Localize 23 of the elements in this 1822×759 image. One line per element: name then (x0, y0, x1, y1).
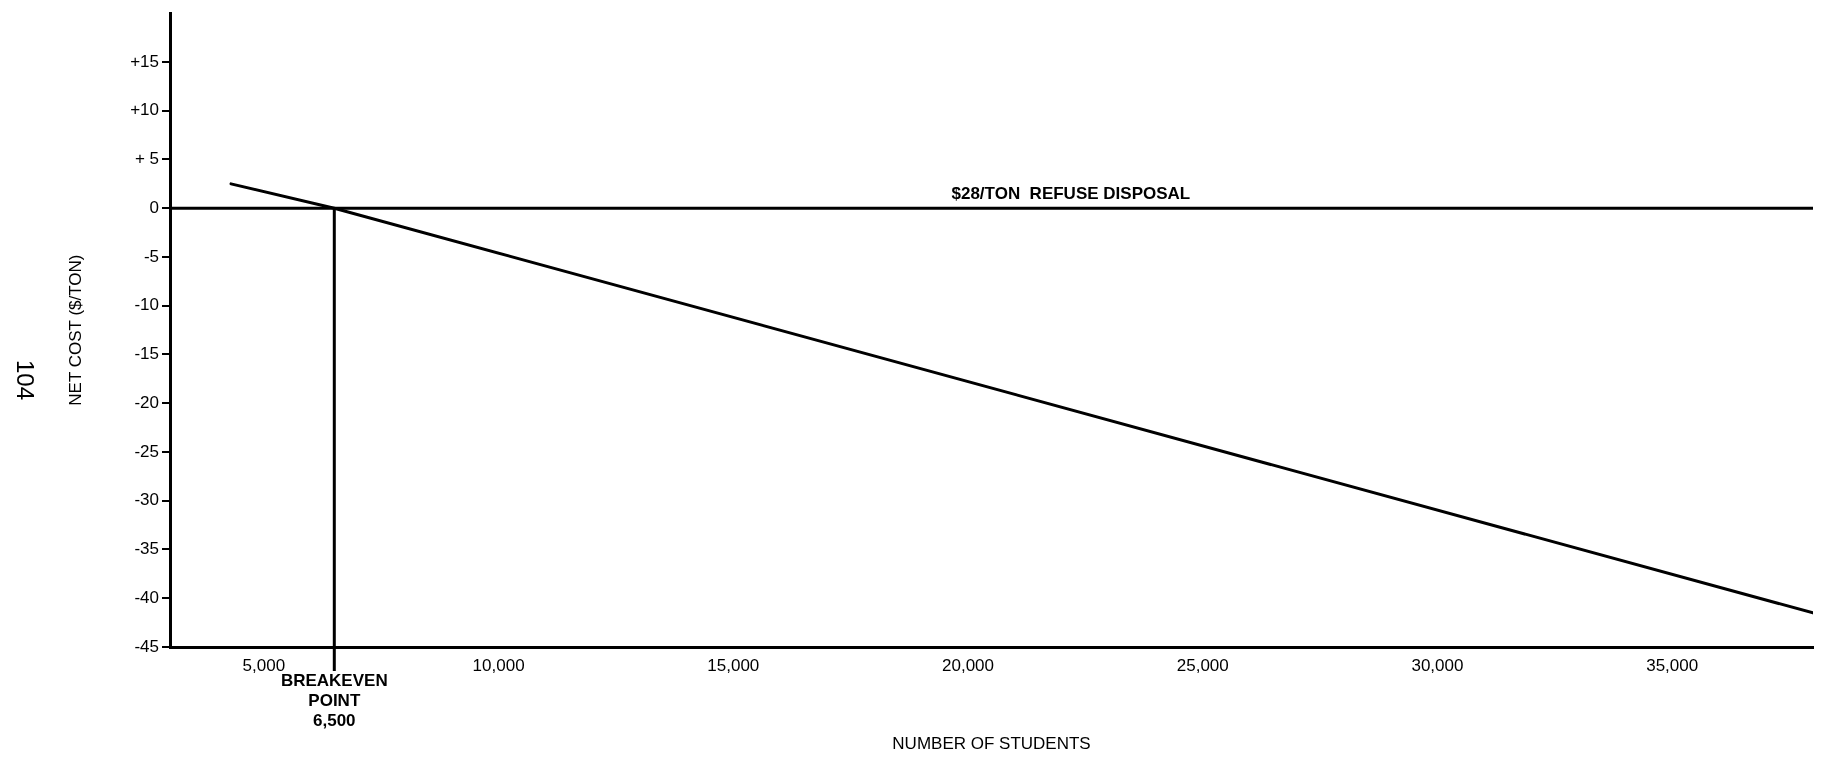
y-tick-label: -15 (134, 344, 159, 364)
x-tick-label: 10,000 (472, 655, 525, 675)
y-tick-label: 0 (149, 197, 159, 217)
x-tick-label: 35,000 (1646, 655, 1699, 675)
y-tick-label: -10 (134, 295, 159, 315)
y-tick-label: -40 (134, 587, 159, 607)
y-tick-label: -30 (134, 490, 159, 510)
x-axis-title: NUMBER OF STUDENTS (892, 734, 1091, 754)
y-tick-label: -35 (134, 539, 159, 559)
y-tick-label: -5 (143, 246, 159, 266)
y-tick-label: -20 (134, 392, 159, 412)
text: 104 (12, 359, 40, 401)
y-tick-label: +15 (130, 51, 159, 71)
y-tick-label: -25 (134, 441, 159, 461)
ref-line-label: $28/TON REFUSE DISPOSAL (951, 184, 1191, 204)
y-tick-label: -45 (134, 636, 159, 656)
x-tick-label: 20,000 (942, 655, 995, 675)
y-tick-label: +10 (130, 100, 159, 120)
x-tick-label: 30,000 (1411, 655, 1464, 675)
y-tick-label: + 5 (134, 149, 159, 169)
x-tick-label: 15,000 (707, 655, 760, 675)
x-tick-label: 25,000 (1176, 655, 1229, 675)
y-axis-title: NET COST ($/TON) (65, 254, 85, 406)
